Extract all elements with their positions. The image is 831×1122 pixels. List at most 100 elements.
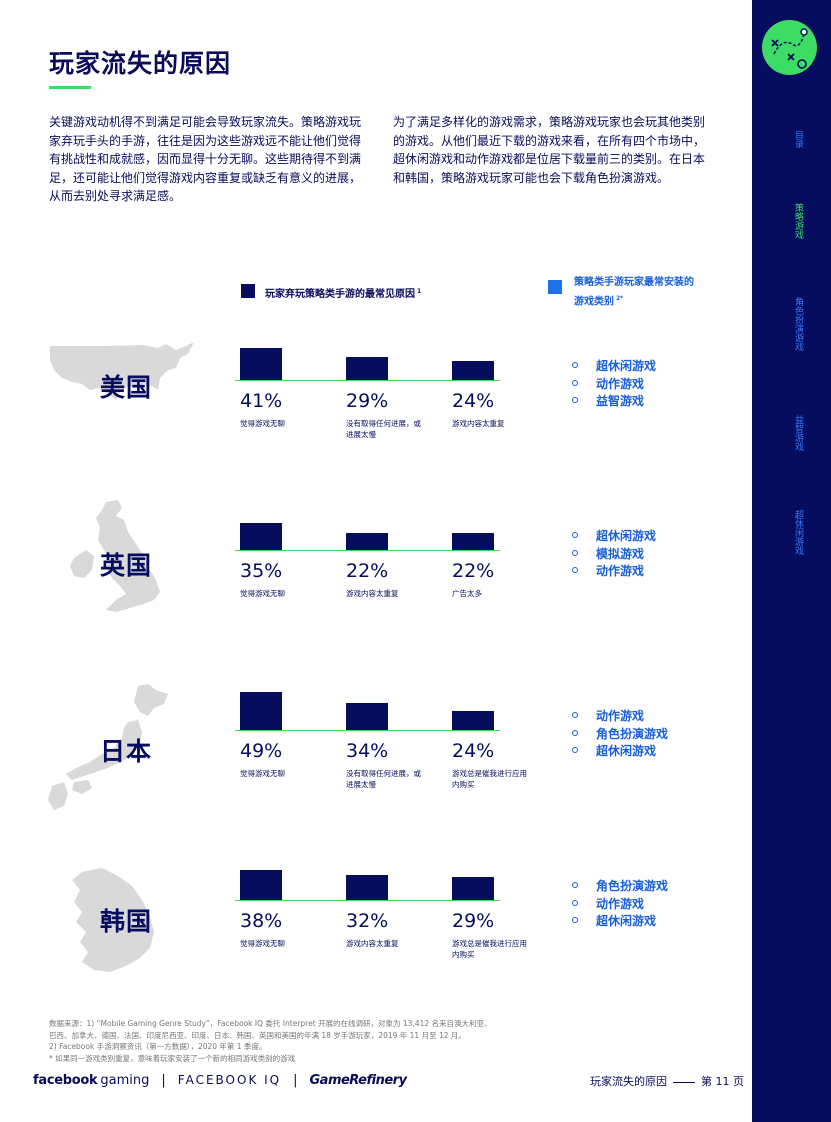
- chart-category-label: 没有取得任何进展，或进展太慢: [346, 419, 421, 439]
- sidebar-item-hypercasual[interactable]: 超休闲游戏: [793, 510, 803, 555]
- legend-genres-label-2: 游戏类别: [574, 296, 614, 308]
- gamerefinery-logo: GameRefinery: [309, 1073, 408, 1088]
- genre-label: 超休闲游戏: [596, 359, 657, 373]
- genre-list-item: 动作游戏: [572, 562, 656, 580]
- bullet-circle-icon: [572, 712, 578, 718]
- genre-list: 动作游戏角色扮演游戏 超休闲游戏: [572, 707, 668, 760]
- chart-bar: [346, 357, 388, 380]
- genre-list-item: 角色扮演游戏: [572, 877, 668, 895]
- bullet-circle-icon: [572, 397, 578, 403]
- genre-label: 超休闲游戏: [596, 914, 657, 928]
- brand-separator: |: [161, 1073, 166, 1088]
- genre-list-item: 超休闲游戏: [572, 912, 668, 930]
- usa-map: [50, 342, 194, 400]
- genre-list-item: 动作游戏: [572, 707, 668, 725]
- genre-label: 超休闲游戏: [596, 529, 657, 543]
- legend-genres-note: 2*: [616, 295, 624, 302]
- uk-map: [70, 500, 160, 612]
- chart-bar: [452, 877, 494, 900]
- genre-list-item: 动作游戏: [572, 895, 668, 913]
- genre-label: 益智游戏: [596, 394, 645, 408]
- chart-category-label: 广告太多: [452, 589, 482, 598]
- country-row-korea: 韩国 38% 觉得游戏无聊 32% 游戏内容太重复 29% 游戏总是催我进行应用内购买 角色…: [0, 850, 752, 1020]
- bullet-circle-icon: [572, 917, 578, 923]
- bullet-circle-icon: [572, 532, 578, 538]
- chart-value-label: 24%: [452, 390, 495, 412]
- country-name-uk: 英国: [100, 551, 153, 580]
- chart-value-label: 29%: [452, 910, 495, 932]
- brand-separator: |: [293, 1073, 298, 1088]
- facebook-logo: facebook: [33, 1073, 98, 1088]
- genre-label: 动作游戏: [596, 896, 645, 911]
- chart-category-label: 游戏内容太重复: [346, 939, 399, 948]
- chart-bar: [346, 533, 388, 550]
- footnote-line: 2) Facebook 手游洞察资讯（第一方数据），2020 年第 1 季度。: [49, 1042, 267, 1051]
- title-underline: [49, 86, 91, 89]
- genre-list-item: 超休闲游戏: [572, 357, 656, 375]
- country-name-korea: 韩国: [100, 907, 153, 936]
- strategy-play-icon-graphic: [771, 28, 808, 69]
- chart-value-label: 35%: [240, 560, 283, 582]
- chart-baseline: [235, 900, 500, 901]
- genre-label: 角色扮演游戏: [596, 726, 669, 741]
- genre-label: 模拟游戏: [596, 546, 645, 561]
- chart-value-label: 38%: [240, 910, 283, 932]
- footnote-line: * 如果同一游戏类别重复，意味着玩家安装了一个新的相同游戏类别的游戏: [49, 1053, 296, 1063]
- strategy-play-icon[interactable]: [762, 20, 817, 75]
- legend-genres-swatch: [548, 280, 562, 294]
- chart-bar: [346, 875, 388, 900]
- chart-category-label: 游戏总是催我进行应用内购买: [452, 939, 527, 959]
- footnotes: 数据来源：1) “Mobile Gaming Genre Study”，Face…: [49, 1018, 569, 1064]
- footer-dash: [673, 1081, 695, 1083]
- legend-reasons-label: 玩家弃玩策略类手游的最常见原因: [265, 289, 415, 300]
- bullet-circle-icon: [572, 379, 578, 386]
- sidebar-item-contents[interactable]: 目录: [793, 130, 803, 148]
- genre-label: 动作游戏: [596, 709, 645, 723]
- chart-bar: [240, 348, 282, 380]
- bullet-circle-icon: [572, 567, 578, 573]
- chart-category-label: 觉得游戏无聊: [240, 589, 285, 598]
- genre-list-item: 超休闲游戏: [572, 527, 656, 545]
- chart-bar: [452, 361, 494, 380]
- country-row-usa: 美国 41% 觉得游戏无聊 29% 没有取得任何进展，或进展太慢 24% 游戏内容太重复 超…: [0, 330, 752, 500]
- chart-category-label: 觉得游戏无聊: [240, 419, 285, 428]
- sidebar: [752, 0, 831, 1122]
- chart-category-label: 游戏内容太重复: [346, 589, 399, 598]
- korea-map: [72, 868, 154, 972]
- bullet-circle-icon: [572, 899, 578, 906]
- intro-right-paragraph: 为了满足多样化的游戏需求，策略游戏玩家也会玩其他类别的游戏。从他们最近下载的游戏…: [393, 115, 706, 185]
- chart-value-label: 22%: [346, 560, 389, 582]
- legend-reasons-note: 1: [417, 287, 422, 295]
- chart-value-label: 49%: [240, 740, 283, 762]
- sidebar-item-rpg[interactable]: 角色扮演游戏: [793, 297, 803, 351]
- facebook-iq-logo: FACEBOOK IQ: [177, 1073, 282, 1087]
- country-row-japan: 日本 49% 觉得游戏无聊 34% 没有取得任何进展，或进展太慢 24% 游戏总是催我进行…: [0, 680, 752, 850]
- genre-list-item: 超休闲游戏: [572, 742, 668, 760]
- legend-genres-label-1: 策略类手游玩家最常安装的: [574, 277, 694, 288]
- footer-page-number: 第 11 页: [701, 1075, 744, 1088]
- country-name-japan: 日本: [100, 737, 153, 766]
- japan-map: [48, 684, 168, 810]
- chart-value-label: 29%: [346, 390, 389, 412]
- chart-bar: [240, 692, 282, 730]
- country-row-uk: 英国 35% 觉得游戏无聊 22% 游戏内容太重复 22% 广告太多 超休闲游戏 模拟游戏 动作…: [0, 500, 752, 670]
- country-name-usa: 美国: [100, 373, 153, 402]
- chart-category-label: 游戏内容太重复: [452, 419, 505, 428]
- genre-list: 超休闲游戏动作游戏 益智游戏: [572, 357, 656, 410]
- page-title: 玩家流失的原因: [49, 49, 232, 78]
- chart-bar: [240, 523, 282, 550]
- chart-category-label: 觉得游戏无聊: [240, 769, 285, 778]
- legend-reasons-swatch: [241, 284, 255, 298]
- genre-list-item: 动作游戏: [572, 375, 656, 393]
- genre-label: 动作游戏: [596, 564, 645, 578]
- genre-label: 超休闲游戏: [596, 744, 657, 758]
- genre-list-item: 角色扮演游戏: [572, 725, 668, 743]
- sidebar-item-puzzle[interactable]: 益智游戏: [793, 415, 803, 451]
- chart-baseline: [235, 380, 500, 381]
- brand-bar: facebook gaming | FACEBOOK IQ | GameRefinery: [33, 1073, 407, 1088]
- chart-bar: [452, 533, 494, 550]
- sidebar-item-strategy[interactable]: 策略游戏: [793, 203, 803, 239]
- genre-list: 超休闲游戏模拟游戏动作游戏: [572, 527, 656, 580]
- chart-category-label: 觉得游戏无聊: [240, 939, 285, 948]
- chart-baseline: [235, 730, 500, 731]
